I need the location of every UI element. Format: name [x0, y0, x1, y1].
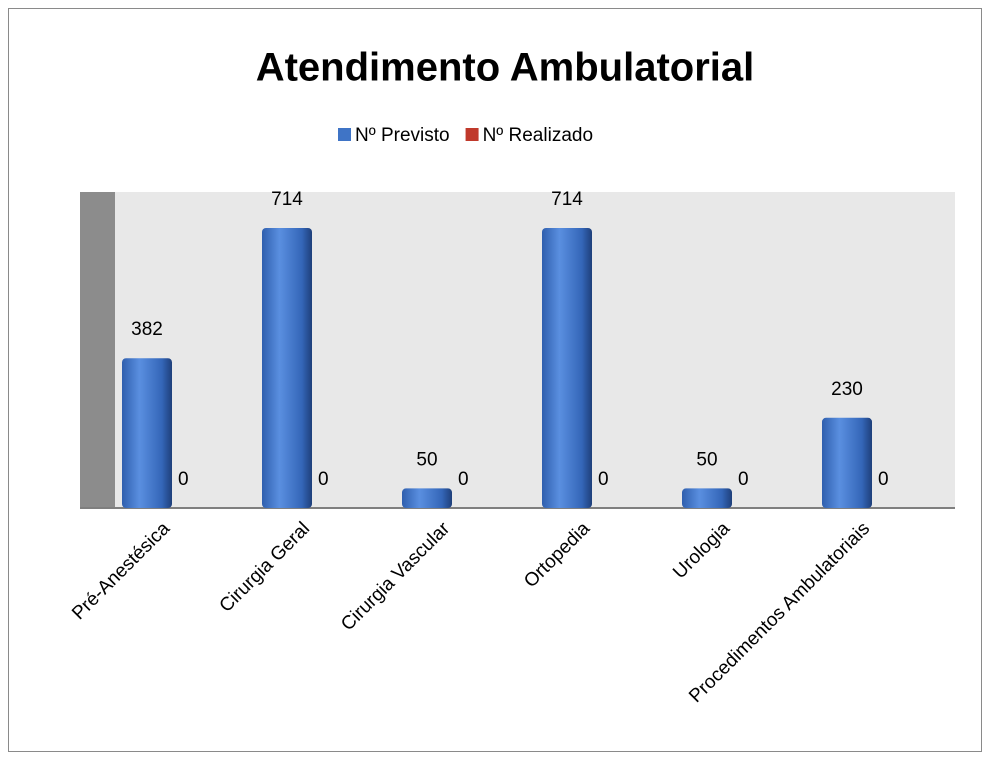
- chart-title: Atendimento Ambulatorial: [256, 46, 755, 90]
- legend-swatch: [465, 128, 479, 141]
- data-label: 0: [738, 469, 749, 490]
- data-label: 0: [878, 469, 889, 490]
- data-label: 0: [318, 469, 329, 490]
- data-label: 50: [696, 449, 717, 470]
- legend-label: Nº Previsto: [355, 125, 450, 146]
- bar: [262, 228, 312, 508]
- legend-label: Nº Realizado: [483, 125, 593, 146]
- data-label: 0: [598, 469, 609, 490]
- legend-swatch: [338, 128, 351, 141]
- data-label: 0: [458, 469, 469, 490]
- data-label: 714: [271, 189, 303, 210]
- data-label: 50: [416, 449, 437, 470]
- bar: [122, 358, 172, 508]
- data-label: 230: [831, 379, 863, 400]
- plot-background: [80, 192, 955, 508]
- data-label: 714: [551, 189, 583, 210]
- bar: [822, 417, 872, 508]
- bar: [682, 488, 732, 508]
- data-label: 0: [178, 469, 189, 490]
- data-label: 382: [131, 319, 163, 340]
- plot-side-wall: [80, 192, 115, 508]
- bar: [542, 228, 592, 508]
- bar: [402, 488, 452, 508]
